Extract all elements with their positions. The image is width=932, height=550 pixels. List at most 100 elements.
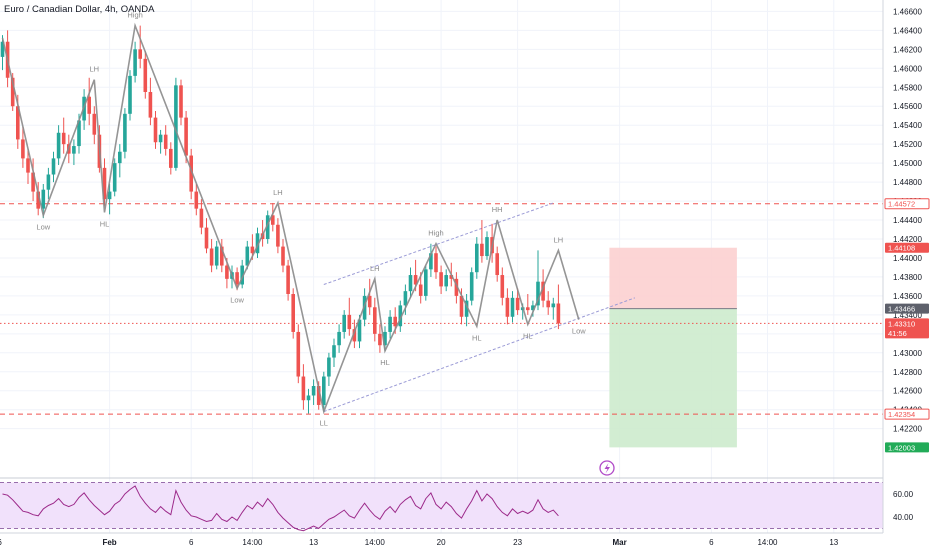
candle-body (107, 191, 112, 200)
pivot-label: Low (230, 295, 244, 304)
candle (546, 291, 550, 315)
rsi-tick-label: 60.00 (893, 490, 914, 499)
candle-body (515, 297, 520, 311)
candle-body (169, 148, 173, 168)
rsi-pane (0, 482, 883, 532)
candle-body (378, 333, 382, 346)
price-tick-label: 1.45200 (893, 140, 922, 149)
candle-body (546, 300, 550, 308)
candle-body (184, 117, 188, 156)
candle-body (332, 345, 336, 358)
candle (444, 269, 448, 292)
candle (92, 106, 97, 145)
pivot-label: HL (380, 358, 390, 367)
candle-body (439, 272, 443, 287)
candle (337, 324, 341, 353)
channel-line-lower (323, 297, 636, 413)
candle (311, 379, 316, 405)
candle (46, 167, 51, 200)
short-position-tool[interactable] (609, 247, 737, 448)
candle-body (291, 294, 295, 332)
candle (480, 220, 484, 263)
time-tick-label: 13 (829, 538, 838, 547)
candle-body (199, 208, 204, 228)
time-axis[interactable]: 26 Feb 6 14:00 13 14:00 20 23 Mar 6 14:00 13 (0, 532, 883, 547)
price-tick-label: 1.42800 (893, 368, 922, 377)
time-tick-label: 14:00 (757, 538, 778, 547)
price-tag: 1.42354 (884, 408, 930, 420)
price-tick-label: 1.44400 (893, 216, 922, 225)
candle-body (194, 191, 199, 209)
price-tick-label: 1.45600 (893, 102, 922, 111)
price-tag-label: 1.43310 (888, 319, 915, 328)
candle (194, 183, 199, 216)
candle (102, 158, 107, 206)
candle (158, 129, 163, 154)
price-tag-countdown: 41:56 (888, 329, 907, 338)
candle-body (510, 297, 515, 317)
candle (291, 288, 295, 339)
candle (138, 25, 142, 69)
candle-body (250, 246, 255, 254)
candle (174, 77, 178, 171)
time-tick-label: 14:00 (365, 538, 386, 547)
candle (429, 243, 433, 277)
horizontal-levels (0, 203, 883, 415)
candle-body (459, 295, 464, 317)
candle-body (118, 151, 122, 164)
candle-body (480, 243, 484, 257)
candle-body (255, 233, 260, 254)
candle-body (469, 272, 474, 301)
candle-body (541, 281, 545, 301)
candle-body (77, 120, 81, 147)
price-tag-box (885, 442, 929, 453)
candle (199, 199, 204, 235)
pivot-label: LH (370, 264, 380, 273)
candle (204, 218, 209, 254)
candle-body (61, 132, 66, 145)
candle-body (464, 300, 469, 317)
candle-body (235, 272, 239, 285)
candle-body (87, 96, 91, 114)
candle (367, 278, 372, 315)
candle (347, 297, 352, 336)
candle (551, 297, 556, 320)
pivot-label: HL (472, 333, 482, 342)
candle (21, 127, 25, 168)
candle-body (418, 284, 423, 296)
price-tag: 1.42003 (885, 442, 929, 453)
candle-body (143, 58, 148, 92)
price-axis[interactable]: 1.46600 1.46400 1.46200 1.46000 1.45800 1.456… (882, 0, 932, 550)
price-tick-label: 1.43000 (893, 349, 922, 358)
candle-body (225, 265, 229, 279)
candle (61, 117, 66, 154)
pivot-label: High (127, 11, 142, 20)
candle-body (383, 331, 387, 346)
price-tag-box (885, 303, 929, 314)
candle (424, 265, 428, 301)
candle (26, 148, 30, 184)
pivot-label: LH (273, 188, 283, 197)
candle (118, 144, 122, 178)
price-tick-label: 1.45000 (893, 159, 922, 168)
candle (398, 300, 403, 332)
candle-body (485, 237, 489, 257)
time-tick-label: Feb (102, 538, 116, 547)
rsi-line (2, 485, 559, 532)
candle-body (347, 314, 352, 330)
candle-body (281, 246, 285, 266)
price-tick-label: 1.46000 (893, 64, 922, 73)
candle-body (475, 243, 479, 273)
candle (72, 139, 76, 166)
channel-line-upper (323, 202, 554, 285)
candle (464, 294, 469, 327)
price-tag: 1.44108 (885, 242, 929, 253)
candle (179, 79, 183, 126)
pivot-labels: High LH Low HL LH Low LL LH HL High HL HH HL LH Low (36, 11, 586, 428)
price-tag: 1.44572 (884, 198, 930, 210)
candle (107, 183, 112, 215)
candle (51, 151, 56, 183)
candle-body (276, 224, 280, 247)
lightning-icon[interactable] (599, 460, 615, 476)
